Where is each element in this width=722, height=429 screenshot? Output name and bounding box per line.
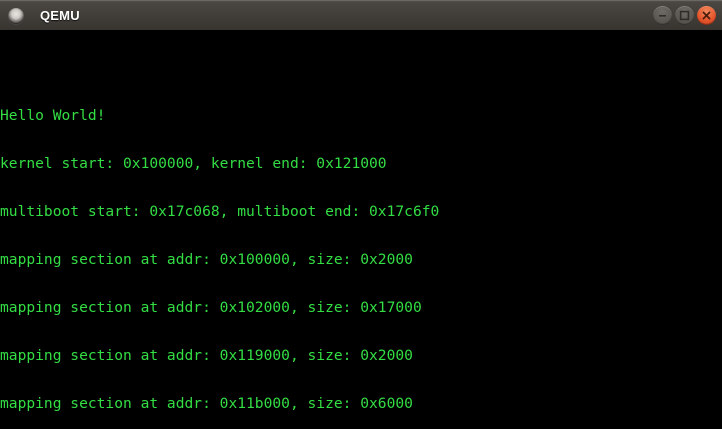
maximize-button[interactable] [675,6,694,25]
window-controls [653,6,716,25]
close-icon [702,11,711,20]
terminal-line: kernel start: 0x100000, kernel end: 0x12… [0,155,387,172]
minimize-button[interactable] [653,6,672,25]
window-title: QEMU [40,8,80,23]
close-button[interactable] [697,6,716,25]
terminal-output: Hello World! kernel start: 0x100000, ker… [0,76,722,429]
window-titlebar[interactable]: QEMU [0,0,722,30]
terminal-line: mapping section at addr: 0x11b000, size:… [0,395,413,412]
terminal-line: mapping section at addr: 0x102000, size:… [0,299,422,316]
terminal-line: Hello World! [0,107,106,124]
terminal-line: multiboot start: 0x17c068, multiboot end… [0,203,440,220]
minimize-icon [659,15,666,17]
terminal-line: mapping section at addr: 0x119000, size:… [0,347,413,364]
terminal-line: mapping section at addr: 0x100000, size:… [0,251,413,268]
qemu-display-screen[interactable]: Hello World! kernel start: 0x100000, ker… [0,30,722,429]
maximize-icon [679,10,690,21]
qemu-app-icon [8,7,24,24]
